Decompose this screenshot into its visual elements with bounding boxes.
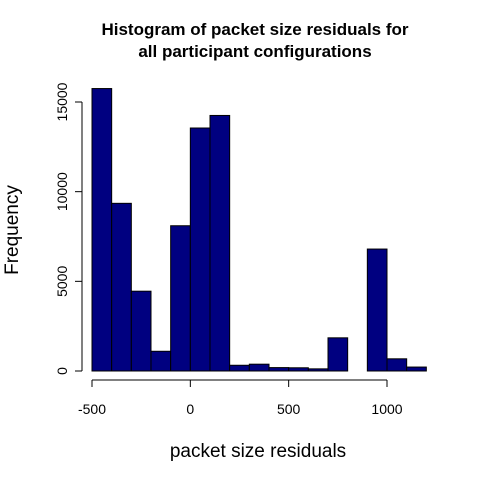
histogram-bar-5 <box>189 127 211 372</box>
y-tick-label-1: 5000 <box>54 266 70 297</box>
y-axis-label: Frequency <box>2 185 23 275</box>
x-tick-label-2: 500 <box>277 401 301 417</box>
histogram-bar-15 <box>386 358 408 372</box>
histogram-bar-7 <box>229 364 250 372</box>
y-tick-label-3: 15000 <box>54 82 70 121</box>
x-axis-label: packet size residuals <box>170 441 346 462</box>
histogram-bar-6 <box>209 114 231 372</box>
y-tick-label-0: 0 <box>54 367 70 375</box>
histogram-bar-9 <box>268 367 290 372</box>
x-tick-label-3: 1000 <box>371 401 402 417</box>
histogram-bar-0 <box>91 88 113 372</box>
x-axis: -500 0 500 1000 <box>78 379 403 417</box>
histogram-bar-14 <box>366 248 388 372</box>
chart-title-line-2: all participant configurations <box>138 42 371 61</box>
histogram-bar-2 <box>130 290 152 372</box>
histogram-bar-10 <box>288 367 309 372</box>
chart-title-line-1: Histogram of packet size residuals for <box>101 20 408 39</box>
histogram-bar-16 <box>406 366 427 372</box>
y-axis: 0 5000 10000 15000 <box>54 82 83 375</box>
histogram-bars <box>91 88 427 372</box>
x-tick-label-1: 0 <box>186 401 194 417</box>
histogram-bar-12 <box>327 337 349 372</box>
y-tick-label-2: 10000 <box>54 172 70 211</box>
histogram-bar-1 <box>111 202 132 372</box>
histogram-bar-3 <box>150 350 172 372</box>
histogram-bar-8 <box>248 363 270 372</box>
histogram-bar-4 <box>170 225 191 372</box>
x-tick-label-0: -500 <box>78 401 106 417</box>
histogram-bar-11 <box>307 368 329 372</box>
